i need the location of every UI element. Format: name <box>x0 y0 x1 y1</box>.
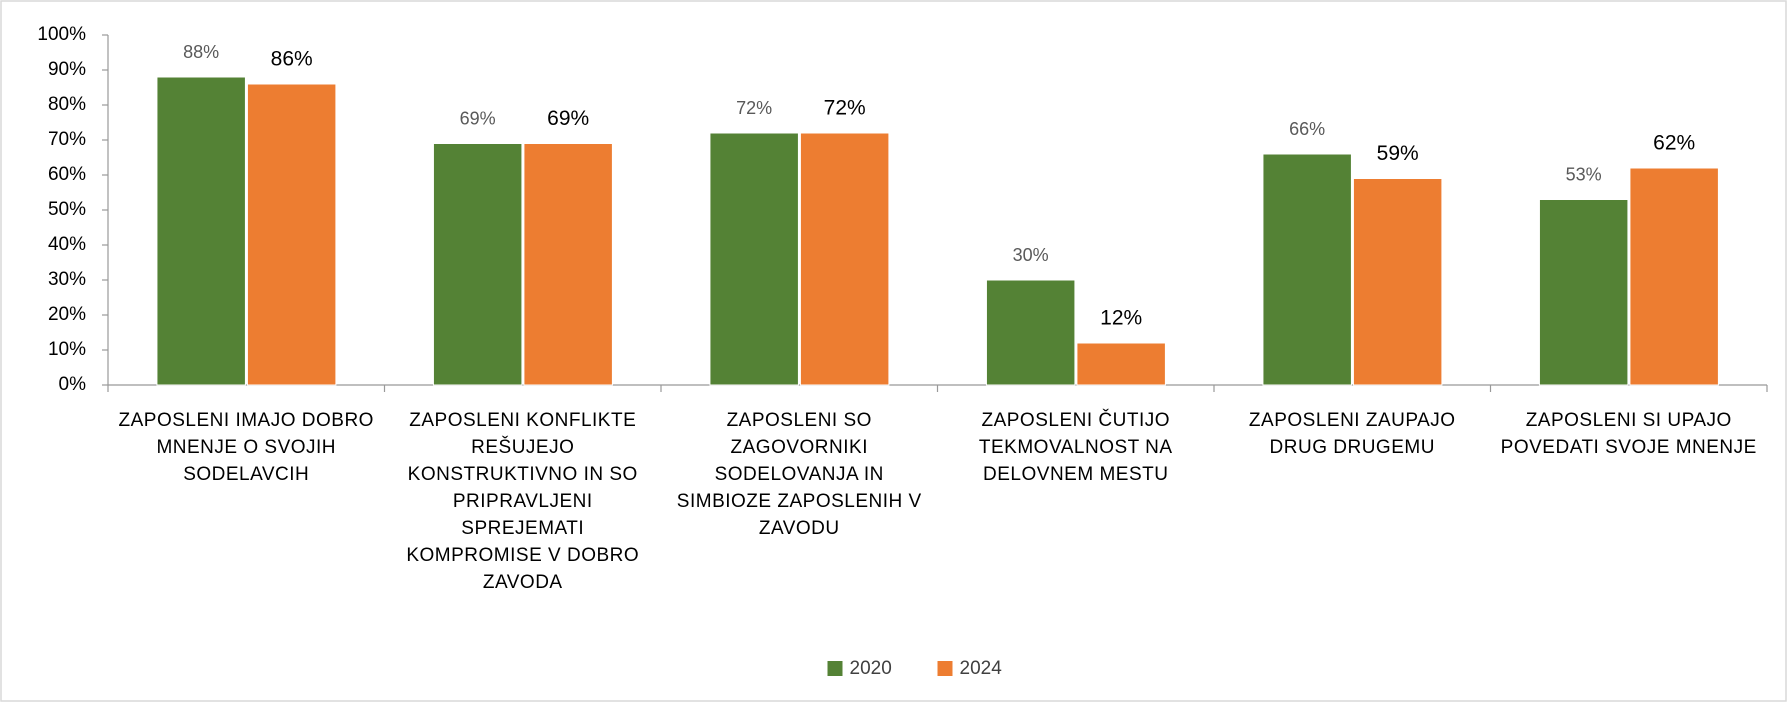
y-tick-label: 10% <box>48 339 86 360</box>
y-tick-label: 50% <box>48 199 86 220</box>
bar <box>709 132 799 386</box>
bar <box>1352 178 1443 386</box>
y-tick-label: 90% <box>48 59 86 80</box>
bar <box>523 143 613 386</box>
bar <box>1076 342 1166 386</box>
data-label: 59% <box>1377 142 1419 165</box>
bar <box>1629 167 1719 386</box>
data-label: 72% <box>824 97 866 120</box>
legend-label: 2024 <box>960 658 1003 679</box>
y-tick-label: 40% <box>48 234 86 255</box>
legend-swatch <box>937 661 953 676</box>
x-tick-label: ZAPOSLENI IMAJO DOBRO MNENJE O SVOJIH SO… <box>118 410 374 485</box>
bar <box>1538 199 1629 386</box>
x-tick-label: ZAPOSLENI SI UPAJO POVEDATI SVOJE MNENJE <box>1500 410 1757 458</box>
bar <box>156 76 246 386</box>
bar <box>246 83 337 386</box>
bar <box>985 279 1076 386</box>
y-tick-label: 100% <box>37 24 86 45</box>
data-label: 72% <box>736 98 772 118</box>
legend-label: 2020 <box>850 658 892 679</box>
data-label: 30% <box>1013 245 1049 265</box>
data-label: 53% <box>1566 164 1602 184</box>
data-label: 88% <box>183 42 219 62</box>
bar <box>1262 153 1352 386</box>
y-tick-label: 80% <box>48 94 86 115</box>
x-tick-label: ZAPOSLENI SO ZAGOVORNIKI SODELOVANJA IN … <box>676 410 922 539</box>
bar <box>799 132 890 386</box>
data-label: 69% <box>547 107 589 130</box>
y-tick-label: 70% <box>48 129 86 150</box>
data-label: 66% <box>1289 119 1325 139</box>
data-label: 12% <box>1100 307 1142 330</box>
data-label: 62% <box>1653 132 1695 155</box>
y-tick-label: 30% <box>48 269 86 290</box>
y-tick-label: 20% <box>48 304 86 325</box>
x-tick-label: ZAPOSLENI ČUTIJO TEKMOVALNOST NA DELOVNE… <box>978 410 1173 485</box>
y-tick-label: 60% <box>48 164 86 185</box>
data-label: 69% <box>460 108 496 128</box>
x-tick-label: ZAPOSLENI KONFLIKTE REŠUJEJO KONSTRUKTIV… <box>406 410 640 593</box>
y-tick-label: 0% <box>59 374 87 395</box>
bar <box>432 143 523 386</box>
legend-swatch <box>827 661 843 676</box>
x-tick-label: ZAPOSLENI ZAUPAJO DRUG DRUGEMU <box>1248 410 1456 458</box>
data-label: 86% <box>271 48 313 71</box>
